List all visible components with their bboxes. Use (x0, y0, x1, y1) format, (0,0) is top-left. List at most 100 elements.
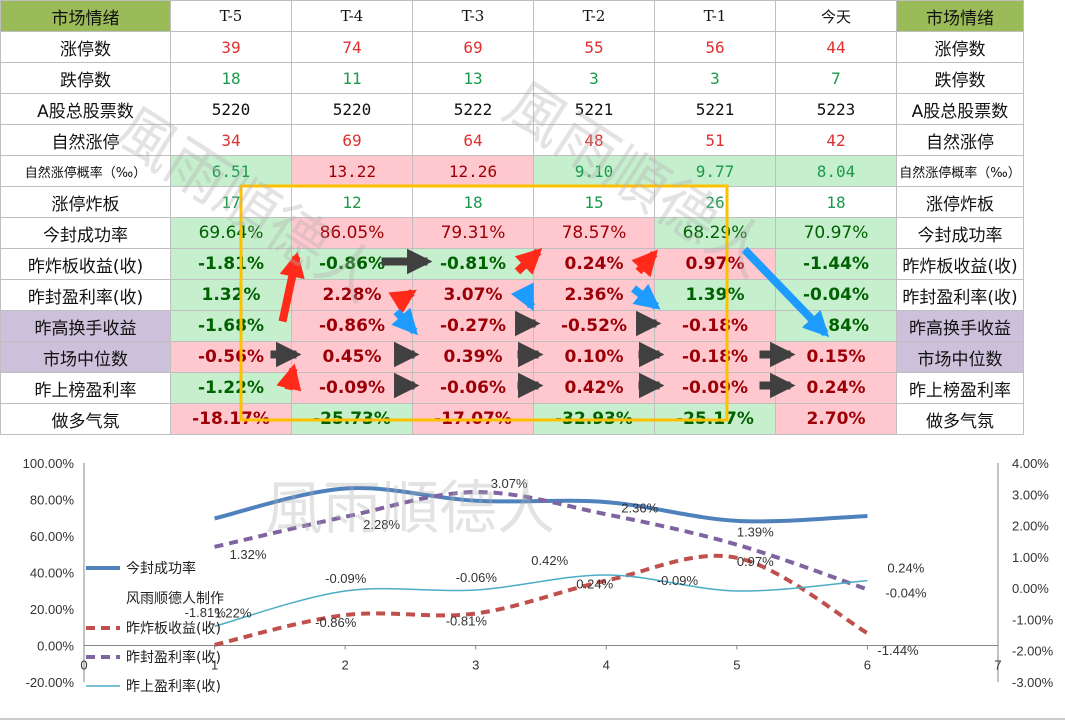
value-cell[interactable]: 13 (412, 62, 534, 94)
row-label-cell-right[interactable]: 自然涨停 (896, 124, 1024, 156)
value-cell[interactable]: -1.68% (170, 310, 292, 342)
row-label-cell-right[interactable]: 涨停数 (896, 31, 1024, 63)
value-cell[interactable]: 18 (412, 186, 534, 218)
value-cell[interactable]: 2.70% (775, 403, 897, 435)
value-cell[interactable]: 64 (412, 124, 534, 156)
value-cell[interactable]: 86.05% (291, 217, 413, 249)
value-cell[interactable]: 48 (533, 124, 655, 156)
row-label-cell-right[interactable]: 做多气氛 (896, 403, 1024, 435)
row-label-cell[interactable]: 涨停数 (0, 31, 171, 63)
value-cell[interactable]: 0.42% (533, 372, 655, 404)
y-left-tick-label: 0.00% (37, 639, 74, 654)
value-cell[interactable]: -1.44% (775, 248, 897, 280)
value-cell[interactable]: 0.10% (533, 341, 655, 373)
header-label-cell[interactable]: 市场情绪 (896, 0, 1024, 32)
value-cell[interactable]: 42 (775, 124, 897, 156)
header-day-cell[interactable]: T-5 (170, 0, 292, 32)
data-label: -0.04% (885, 585, 927, 600)
red-arrow (278, 251, 305, 323)
value-cell[interactable]: -0.52% (533, 310, 655, 342)
data-label: -1.81% (185, 605, 227, 620)
row-label-cell[interactable]: 自然涨停概率（‰） (0, 155, 171, 187)
value-cell[interactable]: 15 (533, 186, 655, 218)
legend-label: 昨封盈利率(收) (126, 649, 221, 666)
value-cell[interactable]: 5220 (291, 93, 413, 125)
value-cell[interactable]: 69 (291, 124, 413, 156)
value-cell[interactable]: 44 (775, 31, 897, 63)
value-cell[interactable]: 1.32% (170, 279, 292, 311)
header-day-cell[interactable]: T-4 (291, 0, 413, 32)
market-sentiment-table: 市场情绪 T-5 T-4 T-3 T-2 T-1 今天 市场情绪 涨停数 39 74 69 55 56 44… (0, 0, 1024, 435)
value-cell[interactable]: 5223 (775, 93, 897, 125)
y-left-tick-label: 40.00% (30, 566, 75, 581)
legend-label: 今封成功率 (126, 560, 196, 577)
value-cell[interactable]: -18.17% (170, 403, 292, 435)
header-day-cell[interactable]: T-1 (654, 0, 776, 32)
value-cell[interactable]: -0.18% (654, 341, 776, 373)
value-cell[interactable]: 74 (291, 31, 413, 63)
series-line (214, 553, 869, 647)
red-arrow (388, 289, 417, 315)
y-right-tick-label: 0.00% (1012, 581, 1049, 596)
row-label-cell[interactable]: 做多气氛 (0, 403, 171, 435)
row-label-cell-right[interactable]: 自然涨停概率（‰） (896, 155, 1024, 187)
value-cell[interactable]: 39 (170, 31, 292, 63)
row-label-cell-right[interactable]: 昨封盈利率(收) (896, 279, 1024, 311)
value-cell[interactable]: 0.45% (291, 341, 413, 373)
y-left-tick-label: 60.00% (30, 529, 75, 544)
value-cell[interactable]: 8.04 (775, 155, 897, 187)
value-cell[interactable]: 5222 (412, 93, 534, 125)
y-right-tick-label: 3.00% (1012, 487, 1049, 502)
header-day-cell[interactable]: T-2 (533, 0, 655, 32)
chart-area (0, 440, 1065, 721)
value-cell[interactable]: 5221 (654, 93, 776, 125)
legend-note: 风雨顺德人制作 (126, 591, 224, 607)
value-cell[interactable]: 0.39% (412, 341, 534, 373)
value-cell[interactable]: 6.51 (170, 155, 292, 187)
row-label-cell[interactable]: A股总股票数 (0, 93, 171, 125)
value-cell[interactable]: 70.97% (775, 217, 897, 249)
header-label-cell[interactable]: 市场情绪 (0, 0, 171, 32)
row-label-cell-right[interactable]: 涨停炸板 (896, 186, 1024, 218)
value-cell[interactable]: 7 (775, 62, 897, 94)
legend-label: 昨炸板收益(收) (126, 621, 221, 637)
value-cell[interactable]: 69 (412, 31, 534, 63)
value-cell[interactable]: 34 (170, 124, 292, 156)
row-label-cell[interactable]: 今封成功率 (0, 217, 171, 249)
value-cell[interactable]: 78.57% (533, 217, 655, 249)
value-cell[interactable]: 12 (291, 186, 413, 218)
value-cell[interactable]: 9.10 (533, 155, 655, 187)
data-label: 0.24% (887, 561, 924, 576)
value-cell[interactable]: -1.81% (170, 248, 292, 280)
value-cell[interactable]: -0.27% (412, 310, 534, 342)
blue-arrow (510, 282, 536, 312)
value-cell[interactable]: -1.22% (170, 372, 292, 404)
value-cell[interactable]: -0.06% (412, 372, 534, 404)
value-cell[interactable]: 68.29% (654, 217, 776, 249)
row-label-cell[interactable]: 涨停炸板 (0, 186, 171, 218)
watermark-text: 風雨順德人 (265, 474, 555, 542)
row-label-cell-right[interactable]: A股总股票数 (896, 93, 1024, 125)
row-label-cell-right[interactable]: 昨上榜盈利率 (896, 372, 1024, 404)
row-label-cell[interactable]: 自然涨停 (0, 124, 171, 156)
row-label-cell[interactable]: 昨封盈利率(收) (0, 279, 171, 311)
value-cell[interactable]: 9.77 (654, 155, 776, 187)
data-label: 3.07% (491, 476, 528, 491)
value-cell[interactable]: 17 (170, 186, 292, 218)
header-day-cell[interactable]: 今天 (775, 0, 897, 32)
x-tick-label: 6 (864, 658, 871, 673)
y-right-tick-label: -2.00% (1012, 644, 1054, 659)
value-cell[interactable]: 56 (654, 31, 776, 63)
row-label-cell[interactable]: 昨高换手收益 (0, 310, 171, 342)
annotation-overlay: 風雨順德人 風雨順德人 (102, 69, 830, 422)
x-tick-label: 0 (80, 658, 87, 673)
row-label-cell-right[interactable]: 昨高换手收益 (896, 310, 1024, 342)
y-right-tick-label: -1.00% (1012, 612, 1054, 627)
value-cell[interactable]: 11 (291, 62, 413, 94)
table-row: 涨停数 39 74 69 55 56 44 涨停数 (0, 31, 1024, 63)
blue-arrow (391, 307, 418, 336)
value-cell[interactable]: -0.18% (654, 310, 776, 342)
x-tick-label: 2 (342, 658, 349, 673)
value-cell[interactable]: 55 (533, 31, 655, 63)
row-label-cell-right[interactable]: 市场中位数 (896, 341, 1024, 373)
